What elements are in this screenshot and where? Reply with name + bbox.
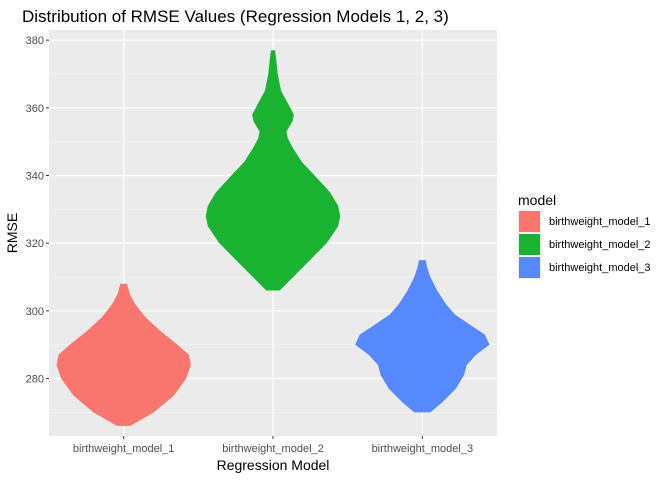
x-axis-ticks: birthweight_model_1 birthweight_model_2 bi… (73, 436, 473, 455)
x-axis-title: Regression Model (217, 457, 330, 473)
y-tick-label: 320 (26, 238, 44, 250)
y-tick-label: 380 (26, 35, 44, 47)
legend-swatch-birthweight_model_1 (519, 211, 540, 232)
legend-label: birthweight_model_1 (549, 216, 651, 228)
y-tick-label: 340 (26, 170, 44, 182)
legend-swatch-birthweight_model_3 (519, 257, 540, 278)
violin-birthweight_model_2 (205, 50, 341, 291)
legend-label: birthweight_model_3 (549, 262, 651, 274)
legend: model birthweight_model_1 birthweight_mod… (518, 192, 651, 279)
legend-swatch-birthweight_model_2 (519, 234, 540, 255)
legend-title: model (518, 192, 556, 208)
y-tick-label: 300 (26, 306, 44, 318)
x-tick-label: birthweight_model_2 (222, 443, 324, 455)
legend-label: birthweight_model_2 (549, 239, 651, 251)
chart-title: Distribution of RMSE Values (Regression … (22, 7, 449, 26)
y-tick-label: 360 (26, 103, 44, 115)
x-tick-label: birthweight_model_1 (73, 443, 175, 455)
y-tick-label: 280 (26, 373, 44, 385)
y-axis-ticks: 280 300 320 340 360 380 (26, 35, 49, 385)
violins (56, 50, 490, 426)
y-axis-title: RMSE (4, 213, 20, 253)
violin-birthweight_model_1 (56, 283, 191, 426)
violin-birthweight_model_3 (355, 260, 490, 413)
x-tick-label: birthweight_model_3 (372, 443, 474, 455)
